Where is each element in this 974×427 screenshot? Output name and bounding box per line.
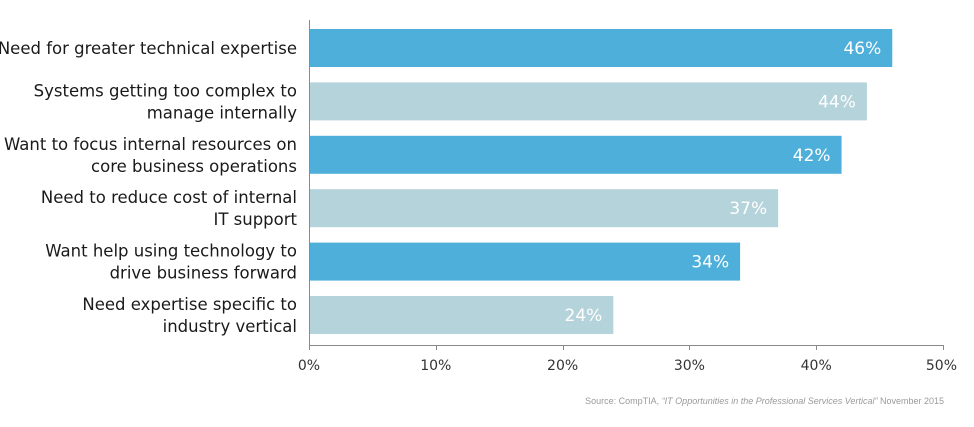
source-note: Source: CompTIA, “IT Opportunities in th… bbox=[585, 396, 944, 406]
axes-layer: 0% 10% 20% 30% 40% 50% bbox=[298, 20, 957, 374]
x-tick-label-1: 0% bbox=[298, 358, 320, 374]
bar-2 bbox=[309, 82, 867, 121]
bar-labels-layer: 46% 44% 42% 37% 34% 24% bbox=[565, 39, 882, 326]
bar-4 bbox=[309, 189, 779, 228]
category-label-4: Need to reduce cost of internal IT suppor… bbox=[41, 188, 298, 229]
source-title: “IT Opportunities in the Professional Se… bbox=[661, 396, 878, 406]
bars-layer bbox=[309, 29, 893, 334]
bar-value-label-5: 34% bbox=[691, 253, 729, 273]
bar-value-label-4: 37% bbox=[729, 199, 767, 219]
bar-value-label-6: 24% bbox=[565, 306, 603, 326]
x-tick-label-4: 30% bbox=[674, 358, 705, 374]
category-label-1: Need for greater technical expertise bbox=[0, 39, 297, 58]
source-suffix: November 2015 bbox=[877, 396, 944, 406]
bar-6 bbox=[309, 296, 614, 334]
category-label-5: Want help using technology to drive busin… bbox=[45, 242, 297, 283]
bar-1 bbox=[309, 29, 893, 67]
x-tick-label-6: 50% bbox=[926, 358, 957, 374]
category-labels-layer: Need for greater technical expertise Syst… bbox=[0, 39, 298, 336]
source-prefix: Source: CompTIA, bbox=[585, 396, 662, 406]
bar-value-label-1: 46% bbox=[843, 39, 881, 59]
bar-value-label-3: 42% bbox=[793, 146, 831, 166]
bar-5 bbox=[309, 242, 741, 281]
x-tick-label-5: 40% bbox=[801, 358, 832, 374]
x-tick-label-2: 10% bbox=[420, 358, 451, 374]
x-tick-label-3: 20% bbox=[547, 358, 578, 374]
category-label-6: Need expertise specific to industry verti… bbox=[82, 295, 297, 336]
bar-3 bbox=[309, 135, 842, 174]
category-label-2: Systems getting too complex to manage int… bbox=[34, 81, 298, 122]
bar-value-label-2: 44% bbox=[818, 92, 856, 112]
category-label-3: Want to focus internal resources on core … bbox=[4, 135, 297, 176]
